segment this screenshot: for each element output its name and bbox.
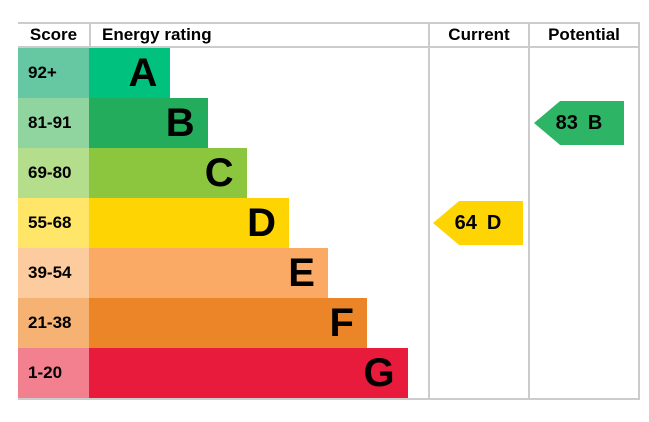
band-letter-d: D bbox=[247, 201, 276, 245]
rating-cell-g: G bbox=[89, 348, 428, 398]
current-rating-value: 64 bbox=[454, 211, 477, 234]
potential-cell-e bbox=[528, 248, 640, 298]
rating-cell-f: F bbox=[89, 298, 428, 348]
score-range-c: 69-80 bbox=[18, 148, 89, 198]
header-potential: Potential bbox=[528, 24, 640, 46]
potential-rating-value: 83 bbox=[555, 111, 578, 134]
band-letter-e: E bbox=[288, 251, 315, 295]
potential-cell-c bbox=[528, 148, 640, 198]
score-range-a: 92+ bbox=[18, 48, 89, 98]
header-current: Current bbox=[428, 24, 528, 46]
band-bar-g: G bbox=[89, 348, 408, 398]
rating-cell-e: E bbox=[89, 248, 428, 298]
band-bar-d: D bbox=[89, 198, 289, 248]
score-range-d: 55-68 bbox=[18, 198, 89, 248]
potential-cell-a bbox=[528, 48, 640, 98]
header-score: Score bbox=[29, 25, 78, 44]
potential-rating-letter: B bbox=[587, 111, 603, 134]
potential-cell-d bbox=[528, 198, 640, 248]
potential-rating-arrow: 83 B bbox=[534, 101, 624, 145]
potential-cell-f bbox=[528, 298, 640, 348]
band-bar-e: E bbox=[89, 248, 328, 298]
band-row-f: 21-38 F bbox=[18, 298, 640, 348]
current-cell-g bbox=[428, 348, 528, 398]
band-row-g: 1-20 G bbox=[18, 348, 640, 398]
band-letter-b: B bbox=[165, 101, 195, 145]
band-bar-c: C bbox=[89, 148, 247, 198]
epc-rating-chart: Score Energy rating Current Potential 92… bbox=[18, 22, 640, 400]
band-row-b: 81-91 B 83 B bbox=[18, 98, 640, 148]
current-cell-b bbox=[428, 98, 528, 148]
rating-cell-b: B bbox=[89, 98, 428, 148]
band-letter-g: G bbox=[363, 351, 395, 395]
rating-cell-a: A bbox=[89, 48, 428, 98]
potential-cell-b: 83 B bbox=[528, 98, 640, 148]
band-bar-f: F bbox=[89, 298, 367, 348]
band-row-c: 69-80 C bbox=[18, 148, 640, 198]
band-row-d: 55-68 D 64 D bbox=[18, 198, 640, 248]
band-letter-c: C bbox=[204, 151, 234, 195]
chart-header-row: Score Energy rating Current Potential bbox=[18, 22, 640, 48]
score-range-b: 81-91 bbox=[18, 98, 89, 148]
current-cell-d: 64 D bbox=[428, 198, 528, 248]
current-cell-e bbox=[428, 248, 528, 298]
band-row-e: 39-54 E bbox=[18, 248, 640, 298]
score-range-e: 39-54 bbox=[18, 248, 89, 298]
band-letter-f: F bbox=[329, 301, 354, 345]
rating-cell-d: D bbox=[89, 198, 428, 248]
current-rating-arrow: 64 D bbox=[433, 201, 523, 245]
rating-cell-c: C bbox=[89, 148, 428, 198]
current-cell-a bbox=[428, 48, 528, 98]
band-row-a: 92+ A bbox=[18, 48, 640, 98]
current-rating-letter: D bbox=[486, 211, 502, 234]
band-letter-a: A bbox=[128, 51, 158, 95]
score-range-g: 1-20 bbox=[18, 348, 89, 398]
band-bar-b: B bbox=[89, 98, 208, 148]
score-range-f: 21-38 bbox=[18, 298, 89, 348]
header-energy-rating: Energy rating bbox=[89, 24, 428, 46]
current-cell-f bbox=[428, 298, 528, 348]
potential-cell-g bbox=[528, 348, 640, 398]
current-cell-c bbox=[428, 148, 528, 198]
band-bar-a: A bbox=[89, 48, 171, 98]
